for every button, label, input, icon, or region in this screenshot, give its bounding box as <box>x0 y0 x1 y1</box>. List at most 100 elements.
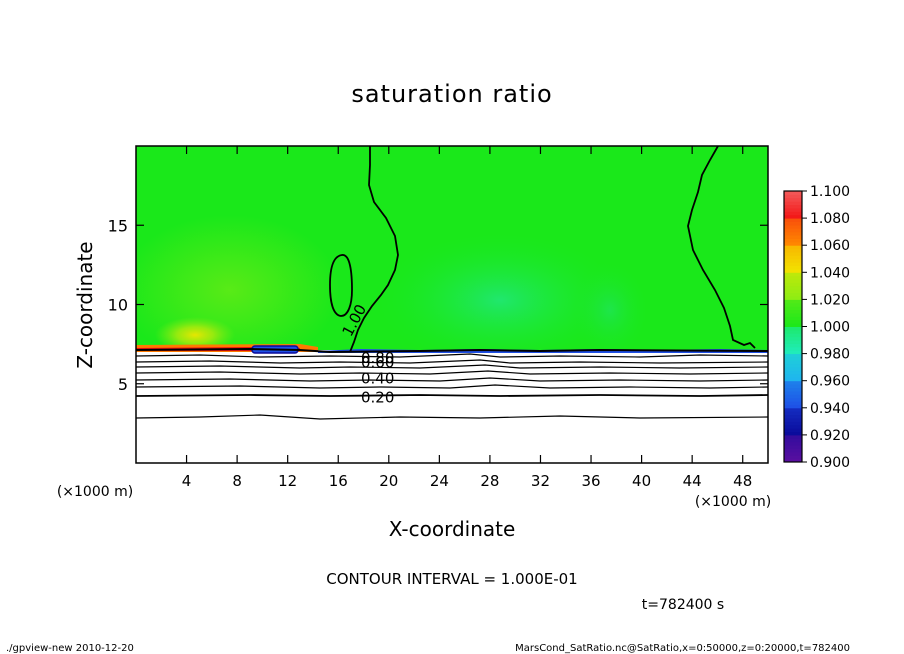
colorbar-label: 0.940 <box>810 401 850 417</box>
colorbar-segment <box>784 231 802 236</box>
colorbar-segment <box>784 346 802 351</box>
colorbar-segment <box>784 421 802 426</box>
colorbar-segment <box>784 279 802 283</box>
colorbar-segment <box>784 214 802 219</box>
x-tick-label: 48 <box>733 472 752 490</box>
field-teal-patch-2 <box>570 260 650 360</box>
field-teal-patch <box>370 230 630 370</box>
contour-0.70 <box>136 359 768 364</box>
colorbar-label: 1.100 <box>810 184 850 200</box>
colorbar-label: 1.040 <box>810 265 850 281</box>
contour-0.20 <box>136 394 768 397</box>
colorbar-segment <box>784 407 802 412</box>
colorbar-segment <box>784 441 802 446</box>
colorbar-label: 0.900 <box>810 455 850 471</box>
colorbar-segment <box>784 275 802 280</box>
colorbar-segment <box>784 211 802 216</box>
colorbar-label: 0.960 <box>810 374 850 390</box>
colorbar-segment <box>784 194 802 199</box>
colorbar-segment <box>784 306 802 311</box>
contour-0.80 <box>136 353 768 358</box>
colorbar-segment <box>784 268 802 273</box>
colorbar-segment <box>784 455 802 460</box>
colorbar-segment <box>784 309 802 314</box>
x-tick-label: 20 <box>379 472 398 490</box>
colorbar-segment <box>784 316 802 321</box>
colorbar-segment <box>784 201 802 206</box>
x-tick-label: 32 <box>531 472 550 490</box>
colorbar: 0.900 0.920 0.940 0.960 0.980 1.000 1.020 1.040… <box>783 184 850 471</box>
contour-0.30 <box>136 384 768 389</box>
colorbar-segment <box>784 340 802 344</box>
colorbar-segment <box>784 445 802 449</box>
colorbar-segment <box>784 360 802 365</box>
colorbar-segment <box>784 356 802 361</box>
colorbar-segment <box>784 424 802 429</box>
colorbar-segment <box>784 204 802 209</box>
colorbar-segment <box>784 428 802 433</box>
contour-1.00-left <box>349 146 399 353</box>
colorbar-label: 0.980 <box>810 347 850 363</box>
colorbar-segment <box>784 414 802 419</box>
contour-0.50 <box>136 370 768 375</box>
colorbar-segment <box>784 312 802 317</box>
colorbar-segment <box>784 377 802 382</box>
colorbar-segment <box>784 289 802 294</box>
colorbar-segment <box>784 458 802 463</box>
colorbar-label: 1.000 <box>810 320 850 336</box>
colorbar-segment <box>784 329 802 334</box>
colorbar-segment <box>784 228 802 233</box>
colorbar-segment <box>784 370 802 375</box>
colorbar-segment <box>784 333 802 338</box>
colorbar-segment <box>784 241 802 246</box>
colorbar-segment <box>784 265 802 270</box>
colorbar-segment <box>784 218 802 222</box>
plot-area: 1.000.800.600.400.20 <box>136 146 768 463</box>
contour-cloud-top <box>136 347 768 354</box>
colorbar-segment <box>784 238 802 243</box>
contour-label: 0.60 <box>361 354 394 372</box>
y-axis-ticks: 5 10 15 <box>108 216 768 394</box>
x-tick-label: 24 <box>430 472 449 490</box>
y-axis-unit: (×1000 m) <box>57 484 133 500</box>
colorbar-segment <box>784 431 802 436</box>
y-axis-label: Z-coordinate <box>73 241 97 368</box>
colorbar-label: 1.020 <box>810 292 850 308</box>
colorbar-segment <box>784 262 802 267</box>
colorbar-label: 0.920 <box>810 428 850 444</box>
colorbar-segment <box>784 384 802 388</box>
colorbar-label: 1.060 <box>810 238 850 254</box>
y-tick-label: 10 <box>108 296 128 315</box>
x-tick-label: 8 <box>232 472 242 490</box>
colorbar-segment <box>784 285 802 290</box>
colorbar-segment <box>784 221 802 226</box>
colorbar-segment <box>784 255 802 260</box>
colorbar-segment <box>784 207 802 212</box>
colorbar-segment <box>784 296 802 300</box>
colorbar-segment <box>784 451 802 456</box>
colorbar-segment <box>784 326 802 331</box>
colorbar-segment <box>784 417 802 422</box>
colorbar-segment <box>784 282 802 287</box>
colorbar-segment <box>784 387 802 392</box>
x-axis-label: X-coordinate <box>389 517 516 541</box>
contour-label: 0.80 <box>361 349 394 367</box>
colorbar-segment <box>784 245 802 250</box>
colorbar-segment <box>784 235 802 239</box>
colorbar-segment <box>784 373 802 378</box>
colorbar-segment <box>784 401 802 405</box>
colorbar-segment <box>784 197 802 202</box>
colorbar-segment <box>784 353 802 358</box>
contour-1.00-closed <box>329 254 353 317</box>
colorbar-segment <box>784 363 802 368</box>
colorbar-segment <box>784 394 802 399</box>
colorbar-segment <box>784 404 802 409</box>
colorbar-segment <box>784 336 802 341</box>
colorbar-segment <box>784 272 802 277</box>
contour-0.10 <box>136 414 768 420</box>
contour-0.60 <box>136 364 768 369</box>
colorbar-segment <box>784 390 802 395</box>
x-tick-label: 4 <box>182 472 192 490</box>
field-white-region <box>136 351 768 463</box>
